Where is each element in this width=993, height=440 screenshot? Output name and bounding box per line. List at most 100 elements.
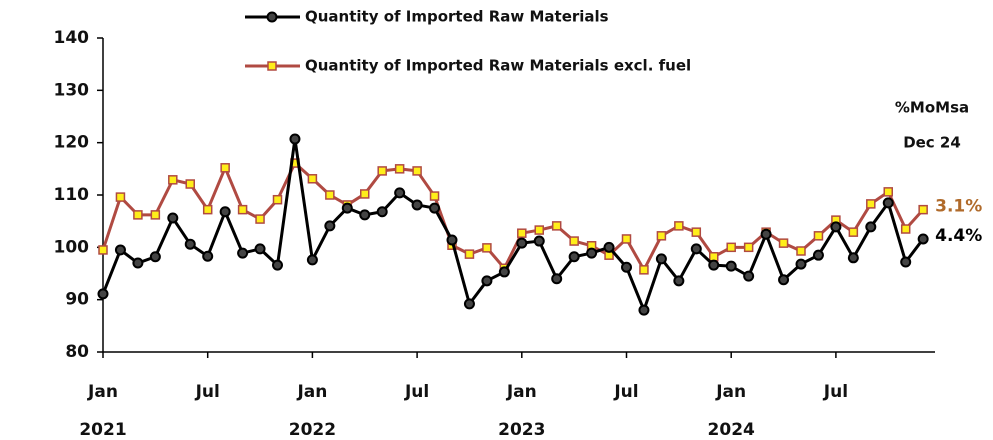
point — [255, 214, 265, 224]
point — [655, 253, 667, 265]
point — [743, 270, 755, 282]
point — [882, 197, 894, 209]
point — [272, 259, 283, 271]
point — [725, 260, 737, 272]
point — [691, 227, 702, 237]
point — [341, 202, 353, 214]
point — [394, 164, 405, 174]
point — [149, 251, 161, 263]
point — [464, 249, 475, 259]
point — [498, 266, 510, 278]
point — [412, 166, 422, 176]
point — [359, 209, 371, 221]
point — [377, 166, 387, 176]
point — [866, 199, 876, 209]
end-label: 4.4% — [935, 226, 982, 246]
point — [411, 199, 423, 211]
x-tick-label: Jan — [87, 382, 118, 402]
point — [621, 234, 632, 244]
point — [813, 231, 824, 241]
point — [656, 231, 667, 241]
point — [533, 235, 545, 247]
y-tick-label: 90 — [65, 290, 89, 310]
point — [481, 275, 493, 287]
point — [150, 210, 161, 220]
point — [237, 204, 248, 215]
legend-label: Quantity of Imported Raw Materials — [305, 8, 609, 26]
x-tick-label: Jul — [404, 382, 429, 402]
x-tick-label: Jan — [715, 382, 746, 402]
point — [219, 206, 231, 218]
point — [289, 133, 301, 145]
point — [114, 244, 126, 256]
legend-marker — [267, 61, 277, 71]
point — [638, 304, 650, 316]
point — [307, 174, 318, 184]
point — [184, 238, 196, 250]
point — [429, 191, 440, 201]
point — [709, 252, 719, 262]
end-label: 3.1% — [935, 197, 982, 217]
y-tick-label: 80 — [65, 342, 89, 362]
point — [306, 254, 318, 266]
point — [482, 243, 492, 253]
point — [376, 206, 388, 218]
point — [325, 190, 335, 200]
point — [795, 258, 807, 270]
point — [674, 221, 684, 231]
year-label: 2021 — [79, 420, 126, 440]
point — [551, 273, 563, 285]
x-tick-label: Jan — [296, 382, 327, 402]
point — [202, 204, 213, 215]
point — [847, 252, 859, 264]
annotation: %MoMsa — [895, 99, 969, 117]
point — [237, 247, 249, 259]
legend-label: Quantity of Imported Raw Materials excl.… — [305, 57, 691, 75]
point — [168, 175, 178, 185]
x-tick-label: Jan — [506, 382, 537, 402]
year-label: 2023 — [498, 420, 545, 440]
point — [98, 245, 108, 255]
y-tick-label: 120 — [54, 133, 90, 153]
point — [900, 256, 912, 268]
point — [900, 224, 911, 234]
y-tick-label: 100 — [54, 237, 90, 257]
y-tick-label: 130 — [54, 80, 90, 100]
point — [865, 221, 877, 233]
point — [568, 251, 580, 263]
x-tick-label: Jul — [195, 382, 220, 402]
point — [760, 228, 772, 240]
point — [743, 242, 754, 253]
point — [272, 194, 283, 205]
x-tick-label: Jul — [613, 382, 638, 402]
point — [586, 247, 598, 259]
point — [516, 237, 528, 249]
point — [324, 220, 336, 232]
point — [202, 250, 214, 262]
point — [621, 261, 632, 273]
point — [812, 249, 824, 261]
y-tick-label: 140 — [54, 28, 90, 48]
legend-marker — [266, 11, 278, 23]
point — [185, 179, 195, 189]
point — [394, 187, 406, 199]
point — [778, 274, 790, 286]
point — [220, 163, 230, 173]
point — [726, 242, 736, 253]
point — [97, 288, 109, 300]
point — [254, 243, 266, 255]
point — [569, 236, 579, 246]
year-label: 2024 — [708, 420, 755, 440]
point — [796, 246, 806, 256]
point — [517, 228, 527, 238]
point — [708, 259, 720, 271]
point — [883, 187, 893, 197]
x-tick-label: Jul — [823, 382, 848, 402]
point — [446, 234, 458, 246]
year-label: 2022 — [289, 420, 336, 440]
point — [639, 265, 649, 275]
point — [360, 189, 370, 199]
point — [133, 210, 143, 220]
point — [551, 221, 562, 231]
